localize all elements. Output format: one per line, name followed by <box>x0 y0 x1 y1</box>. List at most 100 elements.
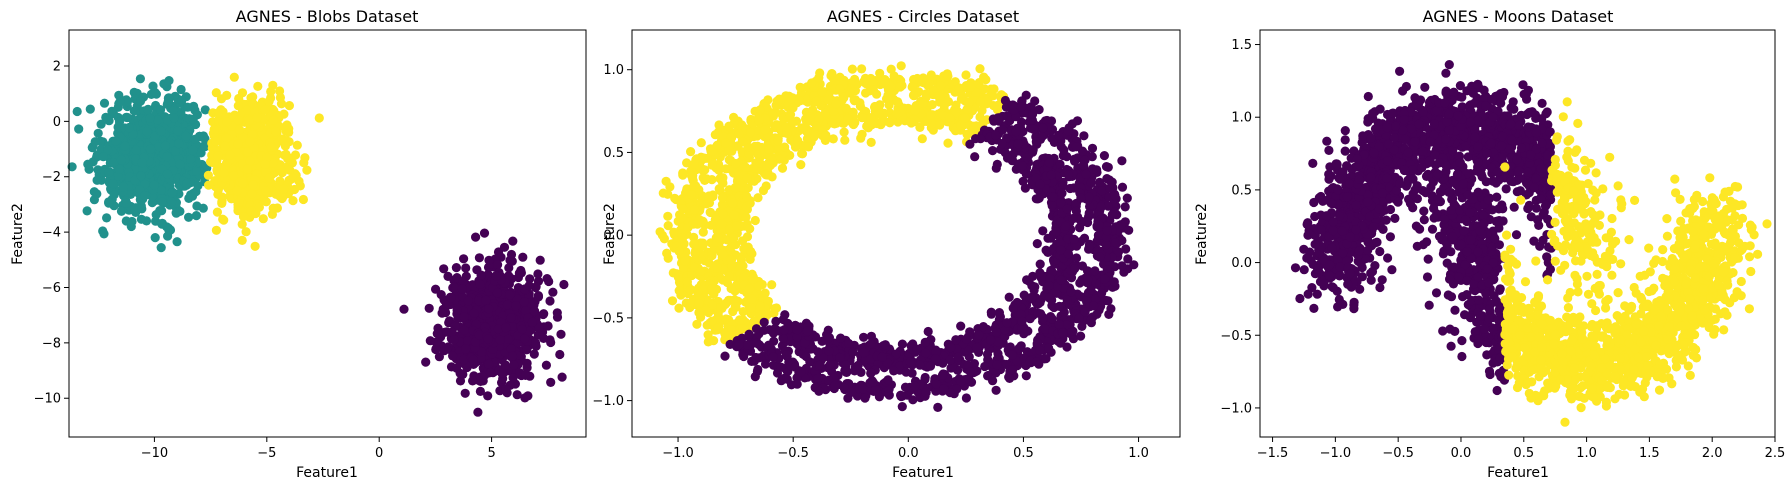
data-point <box>421 358 430 367</box>
data-point <box>908 82 917 91</box>
data-point <box>158 219 167 228</box>
data-point <box>174 139 183 148</box>
data-point <box>172 208 181 217</box>
data-point <box>668 296 677 305</box>
data-point <box>182 132 191 141</box>
data-point <box>225 151 234 160</box>
data-point <box>108 179 117 188</box>
data-point <box>157 243 166 252</box>
data-point <box>102 213 111 222</box>
data-point <box>111 136 120 145</box>
data-point <box>897 61 906 70</box>
data-point <box>780 310 789 319</box>
data-point <box>755 158 764 167</box>
data-point <box>469 355 478 364</box>
data-point <box>957 95 966 104</box>
data-point <box>933 403 942 412</box>
data-point <box>1076 332 1085 341</box>
data-point <box>760 326 769 335</box>
data-point <box>690 159 699 168</box>
data-point <box>1100 151 1109 160</box>
data-point <box>718 193 727 202</box>
data-point <box>734 129 743 138</box>
axes-frame-blobs <box>69 30 586 437</box>
data-point <box>91 137 100 146</box>
data-point <box>1028 110 1037 119</box>
data-point <box>821 131 830 140</box>
data-point <box>1117 220 1126 229</box>
data-point <box>747 303 756 312</box>
data-point <box>501 323 510 332</box>
data-point <box>262 187 271 196</box>
data-point <box>556 330 565 339</box>
data-point <box>245 116 254 125</box>
data-point <box>460 326 469 335</box>
data-point <box>745 284 754 293</box>
data-point <box>501 385 510 394</box>
data-point <box>505 290 514 299</box>
data-point <box>461 389 470 398</box>
data-point <box>686 147 695 156</box>
data-point <box>678 204 687 213</box>
y-tick-label: −2 <box>42 170 61 185</box>
data-point <box>935 121 944 130</box>
data-point <box>173 126 182 135</box>
data-point <box>148 82 157 91</box>
data-point <box>261 160 270 169</box>
data-point <box>843 115 852 124</box>
y-tick-label: 2 <box>53 59 61 74</box>
data-point <box>542 361 551 370</box>
data-point <box>746 255 755 264</box>
data-point <box>122 199 131 208</box>
data-point <box>926 111 935 120</box>
data-point <box>772 303 781 312</box>
data-point <box>965 98 974 107</box>
data-point <box>747 294 756 303</box>
data-point <box>447 293 456 302</box>
data-point <box>285 101 294 110</box>
data-point <box>220 142 229 151</box>
data-point <box>1075 278 1084 287</box>
data-point <box>222 91 231 100</box>
data-point <box>730 211 739 220</box>
data-point <box>212 226 221 235</box>
data-point <box>802 118 811 127</box>
data-point <box>285 166 294 175</box>
data-point <box>176 160 185 169</box>
data-point <box>183 179 192 188</box>
data-point <box>708 161 717 170</box>
data-point <box>731 159 740 168</box>
data-point <box>471 233 480 242</box>
data-point <box>683 277 692 286</box>
data-point <box>99 229 108 238</box>
data-point <box>93 176 102 185</box>
data-point <box>1118 183 1127 192</box>
data-point <box>459 254 468 263</box>
data-point <box>464 296 473 305</box>
data-point <box>796 83 805 92</box>
data-point <box>163 232 172 241</box>
data-point <box>219 216 228 225</box>
data-point <box>729 113 738 122</box>
data-point <box>437 290 446 299</box>
data-point <box>815 68 824 77</box>
data-point <box>669 228 678 237</box>
data-point <box>693 287 702 296</box>
data-point <box>928 100 937 109</box>
data-point <box>110 190 119 199</box>
data-point <box>282 120 291 129</box>
data-point <box>496 335 505 344</box>
data-point <box>746 247 755 256</box>
title-blobs: AGNES - Blobs Dataset <box>236 7 419 26</box>
data-point <box>911 106 920 115</box>
data-point <box>918 134 927 143</box>
data-point <box>545 296 554 305</box>
data-point <box>192 211 201 220</box>
data-point <box>299 195 308 204</box>
data-point <box>127 217 136 226</box>
data-point <box>475 280 484 289</box>
data-point <box>721 138 730 147</box>
data-point <box>504 335 513 344</box>
data-point <box>504 263 513 272</box>
data-point <box>1036 260 1045 269</box>
